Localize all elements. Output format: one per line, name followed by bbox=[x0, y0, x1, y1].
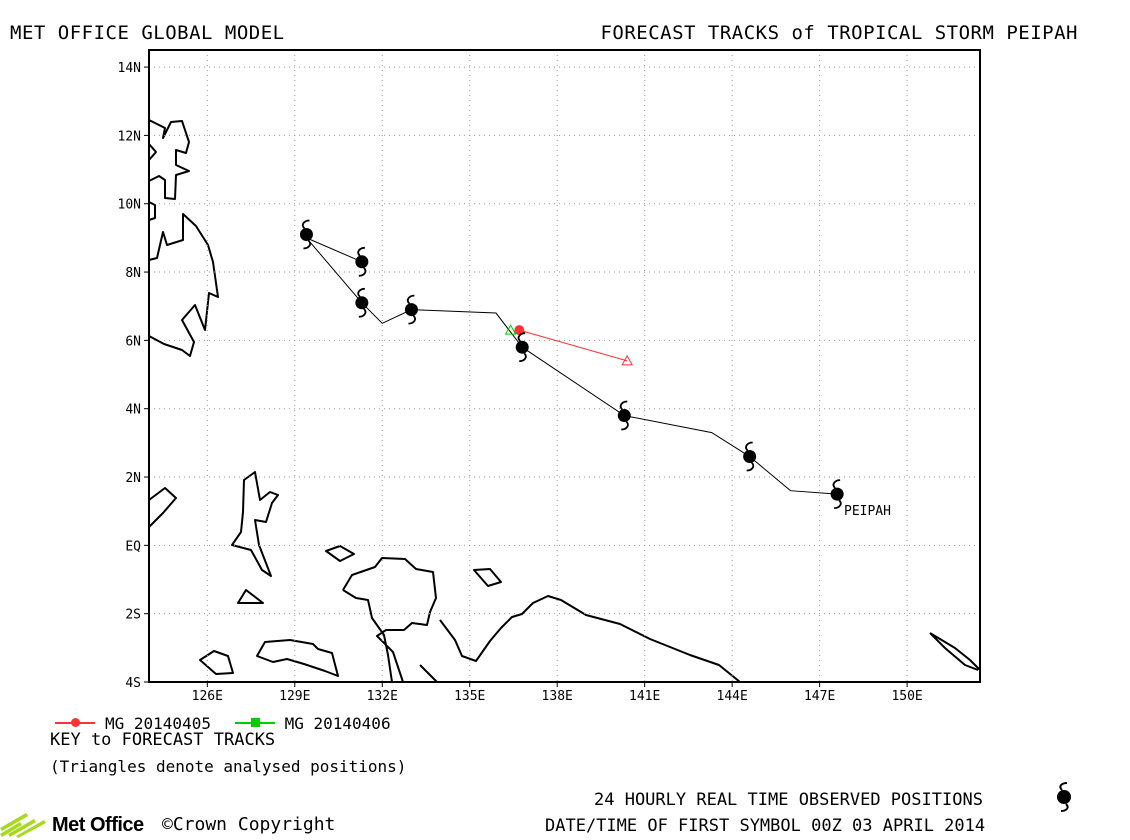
legend-swatch-green bbox=[234, 718, 275, 727]
lon-tick-label: 126E bbox=[192, 689, 223, 700]
coastlines bbox=[148, 119, 981, 683]
storm-position-marker bbox=[355, 246, 369, 277]
lat-tick-label: 6N bbox=[125, 334, 141, 349]
axis-ticks bbox=[144, 66, 908, 687]
coastline-new-guinea bbox=[342, 557, 741, 683]
lon-tick-label: 150E bbox=[891, 689, 922, 700]
map-frame bbox=[148, 49, 981, 683]
observed-positions-text: 24 HOURLY REAL TIME OBSERVED POSITIONS bbox=[594, 790, 983, 810]
forecast-end-triangle bbox=[621, 354, 634, 366]
storm-label: PEIPAH bbox=[844, 504, 891, 519]
observed-track-line bbox=[306, 237, 838, 495]
lon-tick-label: 135E bbox=[454, 689, 485, 700]
lat-tick-label: 10N bbox=[118, 198, 141, 213]
met-office-logo: Met Office bbox=[0, 812, 144, 838]
track-map: 14N 12N 10N 8N 6N 4N 2N EQ 2S 4S 126E 129E 132E 135E 1… bbox=[118, 49, 981, 700]
legend: MG 20140405 MG 20140406 bbox=[55, 709, 405, 733]
storm-position-marker bbox=[404, 294, 418, 325]
logo-stripes-icon bbox=[0, 813, 46, 838]
storm-position-marker bbox=[617, 400, 631, 431]
lon-tick-label: 141E bbox=[629, 689, 660, 700]
lon-tick-label: 147E bbox=[804, 689, 835, 700]
coastline-mindanao bbox=[148, 213, 219, 357]
axis-labels: 14N 12N 10N 8N 6N 4N 2N EQ 2S 4S 126E 129E 132E 135E 1… bbox=[118, 61, 923, 700]
forecast-track-line bbox=[519, 329, 628, 362]
key-title: KEY to FORECAST TRACKS bbox=[50, 730, 276, 750]
lat-tick-label: 14N bbox=[118, 61, 141, 76]
model-title: MET OFFICE GLOBAL MODEL bbox=[10, 22, 285, 44]
coastline-samar-strip bbox=[148, 143, 157, 161]
coastline-buru bbox=[256, 639, 339, 677]
lat-tick-label: 2S bbox=[125, 608, 141, 623]
coastline-island-small-c bbox=[473, 568, 502, 587]
lon-tick-label: 129E bbox=[279, 689, 310, 700]
legend-item-mg-20140405: MG 20140405 bbox=[55, 714, 211, 733]
coastline-far-east bbox=[929, 632, 981, 682]
storm-position-marker bbox=[743, 441, 757, 472]
tracks bbox=[306, 237, 838, 495]
coastline-philippines-north bbox=[148, 119, 190, 200]
storm-position-marker bbox=[355, 287, 369, 318]
storm-position-marker bbox=[515, 332, 529, 363]
lat-tick-label: 4S bbox=[125, 676, 141, 691]
forecast-start-marker bbox=[514, 325, 525, 336]
key-note: (Triangles denote analysed positions) bbox=[50, 757, 407, 776]
legend-label: MG 20140406 bbox=[284, 713, 391, 733]
storm-position-marker bbox=[830, 479, 844, 510]
lon-tick-label: 138E bbox=[542, 689, 573, 700]
legend-item-mg-20140406: MG 20140406 bbox=[234, 713, 391, 733]
observed-track-branch bbox=[306, 237, 363, 263]
first-symbol-datetime: DATE/TIME OF FIRST SYMBOL 00Z 03 APRIL 2… bbox=[545, 816, 986, 836]
copyright: ©Crown Copyright bbox=[162, 814, 336, 835]
lon-tick-label: 144E bbox=[717, 689, 748, 700]
chart-title: FORECAST TRACKS of TROPICAL STORM PEIPAH bbox=[600, 22, 1078, 44]
coastline-morotai bbox=[148, 487, 177, 528]
legend-swatch-red bbox=[55, 718, 95, 727]
grid-lines bbox=[149, 50, 980, 682]
forecast-start-triangle bbox=[504, 324, 517, 335]
logo-text: Met Office bbox=[52, 813, 144, 836]
lat-tick-label: 4N bbox=[125, 403, 141, 418]
lat-tick-label: 8N bbox=[125, 266, 141, 281]
storm-symbols bbox=[299, 219, 844, 510]
coastline-seram bbox=[199, 650, 234, 675]
storm-position-marker bbox=[299, 219, 313, 250]
coastline-island-small-a bbox=[237, 589, 264, 604]
coastline-leyte bbox=[148, 201, 156, 221]
lon-tick-label: 132E bbox=[367, 689, 398, 700]
coastline-island-small-b bbox=[325, 545, 355, 562]
coastline-halmahera bbox=[231, 471, 279, 577]
lat-tick-label: 12N bbox=[118, 129, 141, 144]
lat-tick-label: 2N bbox=[125, 471, 141, 486]
lat-tick-label: EQ bbox=[125, 539, 141, 554]
storm-symbol-icon bbox=[1057, 782, 1071, 812]
legend-label: MG 20140405 bbox=[105, 713, 211, 733]
